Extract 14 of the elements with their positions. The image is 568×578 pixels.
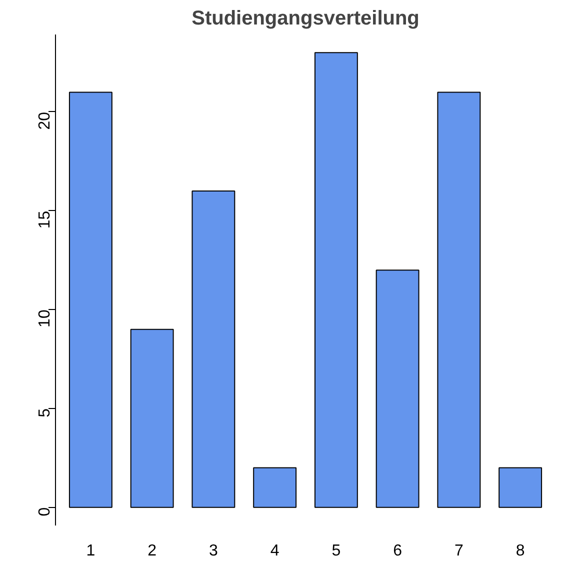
x-tick-label: 7 (454, 542, 464, 560)
chart-title: Studiengangsverteilung (192, 8, 420, 30)
y-tick-label: 0 (36, 507, 54, 516)
y-tick-label: 10 (36, 310, 54, 328)
y-tick-label: 15 (36, 210, 54, 229)
x-tick-label: 1 (86, 542, 96, 560)
y-tick-label: 20 (36, 112, 54, 130)
x-tick-label: 4 (270, 542, 280, 560)
x-tick-label: 8 (516, 542, 525, 560)
x-tick-label: 3 (208, 542, 218, 560)
x-tick-label: 6 (393, 542, 402, 560)
x-tick-label: 5 (332, 542, 341, 560)
x-tick-label: 2 (148, 542, 157, 560)
y-tick-label: 5 (36, 408, 54, 418)
